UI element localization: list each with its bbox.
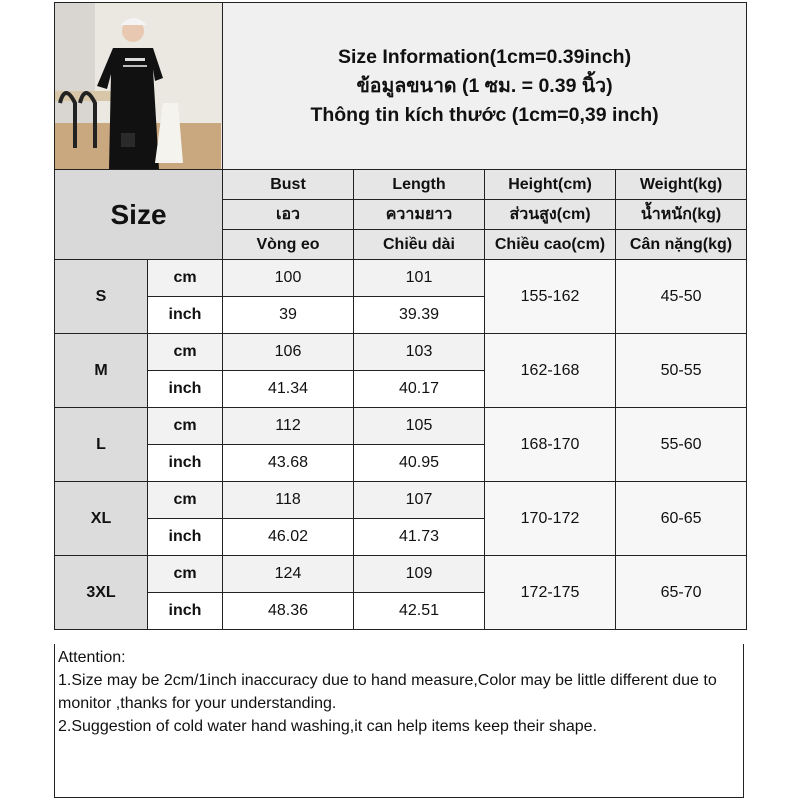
weight-range: 50-55 xyxy=(614,333,748,408)
attention-notes: Attention: 1.Size may be 2cm/1inch inacc… xyxy=(54,644,744,798)
table-row-cm: 3XL cm 124 109 172-175 65-70 xyxy=(54,555,748,630)
header-bust-en: Bust xyxy=(222,169,354,200)
height-range: 170-172 xyxy=(484,481,616,556)
unit-inch: inch xyxy=(147,518,223,556)
length-cm: 101 xyxy=(353,259,485,297)
title-thai: ข้อมูลขนาด (1 ซม. = 0.39 นิ้ว) xyxy=(356,74,613,97)
attention-title: Attention: xyxy=(58,649,126,666)
bust-cm: 100 xyxy=(222,259,354,297)
header-height-th: ส่วนสูง(cm) xyxy=(484,199,616,230)
unit-cm: cm xyxy=(147,481,223,519)
table-row-inch: inch 48.36 42.51 xyxy=(55,592,747,630)
header-height-en: Height(cm) xyxy=(484,169,616,200)
weight-range: 55-60 xyxy=(614,407,748,482)
table-row-inch: inch 46.02 41.73 xyxy=(55,518,747,556)
weight-range: 45-50 xyxy=(614,259,748,334)
header-weight-th: น้ำหนัก(kg) xyxy=(614,199,748,230)
header-height-vi: Chiều cao(cm) xyxy=(484,229,616,260)
table-row-inch: inch 39 39.39 xyxy=(55,296,747,334)
attention-note-2: 2.Suggestion of cold water hand washing,… xyxy=(58,718,597,735)
size-label: L xyxy=(54,407,148,482)
header-length-vi: Chiều dài xyxy=(353,229,485,260)
title-english: Size Information(1cm=0.39inch) xyxy=(337,45,632,68)
model-photo xyxy=(54,2,223,170)
size-label: XL xyxy=(54,481,148,556)
bust-inch: 41.34 xyxy=(222,370,354,408)
length-cm: 107 xyxy=(353,481,485,519)
size-chart: Size Information(1cm=0.39inch) ข้อมูลขนา… xyxy=(54,2,748,630)
length-inch: 40.95 xyxy=(353,444,485,482)
length-cm: 105 xyxy=(353,407,485,445)
unit-cm: cm xyxy=(147,555,223,593)
header-weight-en: Weight(kg) xyxy=(614,169,748,200)
length-cm: 109 xyxy=(353,555,485,593)
bust-inch: 39 xyxy=(222,296,354,334)
length-inch: 40.17 xyxy=(353,370,485,408)
header-length-en: Length xyxy=(353,169,485,200)
header-bust-th: เอว xyxy=(222,199,354,230)
header-length-th: ความยาว xyxy=(353,199,485,230)
height-range: 172-175 xyxy=(484,555,616,630)
unit-inch: inch xyxy=(147,296,223,334)
model-photo-image xyxy=(55,3,221,169)
size-header: Size xyxy=(54,169,223,260)
unit-inch: inch xyxy=(147,592,223,630)
size-label: M xyxy=(54,333,148,408)
unit-inch: inch xyxy=(147,370,223,408)
unit-cm: cm xyxy=(147,407,223,445)
bust-cm: 118 xyxy=(222,481,354,519)
size-label: S xyxy=(54,259,148,334)
table-row-inch: inch 43.68 40.95 xyxy=(55,444,747,482)
length-inch: 42.51 xyxy=(353,592,485,630)
bust-inch: 43.68 xyxy=(222,444,354,482)
title-vietnamese: Thông tin kích thước (1cm=0,39 inch) xyxy=(310,103,659,126)
weight-range: 60-65 xyxy=(614,481,748,556)
size-label: 3XL xyxy=(54,555,148,630)
table-row-cm: XL cm 118 107 170-172 60-65 xyxy=(54,481,748,556)
table-row-inch: inch 41.34 40.17 xyxy=(55,370,747,408)
unit-cm: cm xyxy=(147,259,223,297)
length-inch: 39.39 xyxy=(353,296,485,334)
size-table: Size Information(1cm=0.39inch) ข้อมูลขนา… xyxy=(54,2,748,630)
length-cm: 103 xyxy=(353,333,485,371)
bust-cm: 106 xyxy=(222,333,354,371)
bust-cm: 124 xyxy=(222,555,354,593)
header-bust-vi: Vòng eo xyxy=(222,229,354,260)
bust-inch: 48.36 xyxy=(222,592,354,630)
weight-range: 65-70 xyxy=(614,555,748,630)
height-range: 155-162 xyxy=(484,259,616,334)
size-info-title: Size Information(1cm=0.39inch) ข้อมูลขนา… xyxy=(221,2,748,170)
attention-note-1: 1.Size may be 2cm/1inch inaccuracy due t… xyxy=(58,672,717,712)
bust-cm: 112 xyxy=(222,407,354,445)
height-range: 162-168 xyxy=(484,333,616,408)
height-range: 168-170 xyxy=(484,407,616,482)
unit-cm: cm xyxy=(147,333,223,371)
header-weight-vi: Cân nặng(kg) xyxy=(614,229,748,260)
length-inch: 41.73 xyxy=(353,518,485,556)
bust-inch: 46.02 xyxy=(222,518,354,556)
unit-inch: inch xyxy=(147,444,223,482)
